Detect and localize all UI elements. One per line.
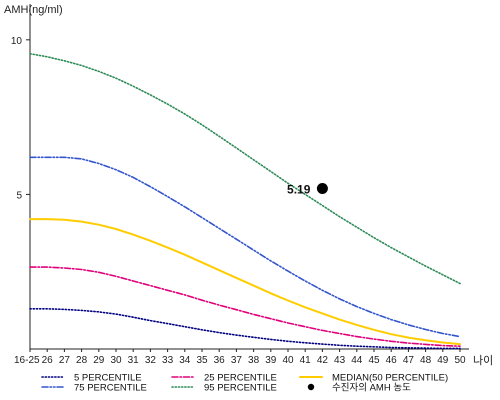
x-tick-label: 46 [386,355,398,366]
x-axis-title: 나이 [473,354,493,367]
x-tick-label: 47 [403,355,415,366]
x-tick-label: 16-25 [14,355,40,366]
x-tick-label: 50 [454,355,466,366]
x-tick-label: 49 [437,355,449,366]
x-tick-label: 30 [110,355,122,366]
series-line-2 [29,266,461,348]
x-tick-label: 42 [317,355,329,366]
x-tick-label: 28 [76,355,88,366]
legend-point-label: 수진자의 AMH 농도 [332,383,411,394]
x-tick-label: 45 [368,355,380,366]
y-tick-label: 5 [16,190,22,201]
legend-label-3: MEDIAN(50 PERCENTILE) [332,373,448,384]
x-tick-label: 44 [351,355,363,366]
x-tick-label: 35 [196,355,208,366]
legend-label-2: 25 PERCENTILE [204,373,277,384]
legend-point-marker [307,383,315,391]
x-tick-label: 34 [179,355,191,366]
x-tick-label: 33 [162,355,174,366]
y-tick-label: 10 [11,36,23,47]
x-tick-label: 48 [420,355,432,366]
x-tick-label: 43 [334,355,346,366]
x-tick-label: 37 [231,355,243,366]
series-line-3 [29,218,461,346]
legend-label-4: 75 PERCENTILE [74,383,147,394]
legend-label-5: 95 PERCENTILE [204,383,277,394]
patient-amh-point [316,183,328,195]
x-tick-label: 26 [42,355,54,366]
x-tick-label: 27 [59,355,71,366]
x-tick-label: 40 [282,355,294,366]
x-tick-label: 36 [214,355,226,366]
series-line-5 [29,52,461,285]
series-line-1 [29,307,461,350]
x-tick-label: 29 [93,355,105,366]
y-axis-title: AMH(ng/ml) [4,4,63,16]
x-tick-label: 38 [248,355,260,366]
x-tick-label: 31 [128,355,140,366]
series-line-4 [29,156,461,338]
x-tick-label: 39 [265,355,277,366]
patient-amh-value-label: 5.19 [287,183,311,197]
x-tick-label: 32 [145,355,157,366]
legend-label-1: 5 PERCENTILE [74,373,142,384]
x-tick-label: 41 [300,355,312,366]
